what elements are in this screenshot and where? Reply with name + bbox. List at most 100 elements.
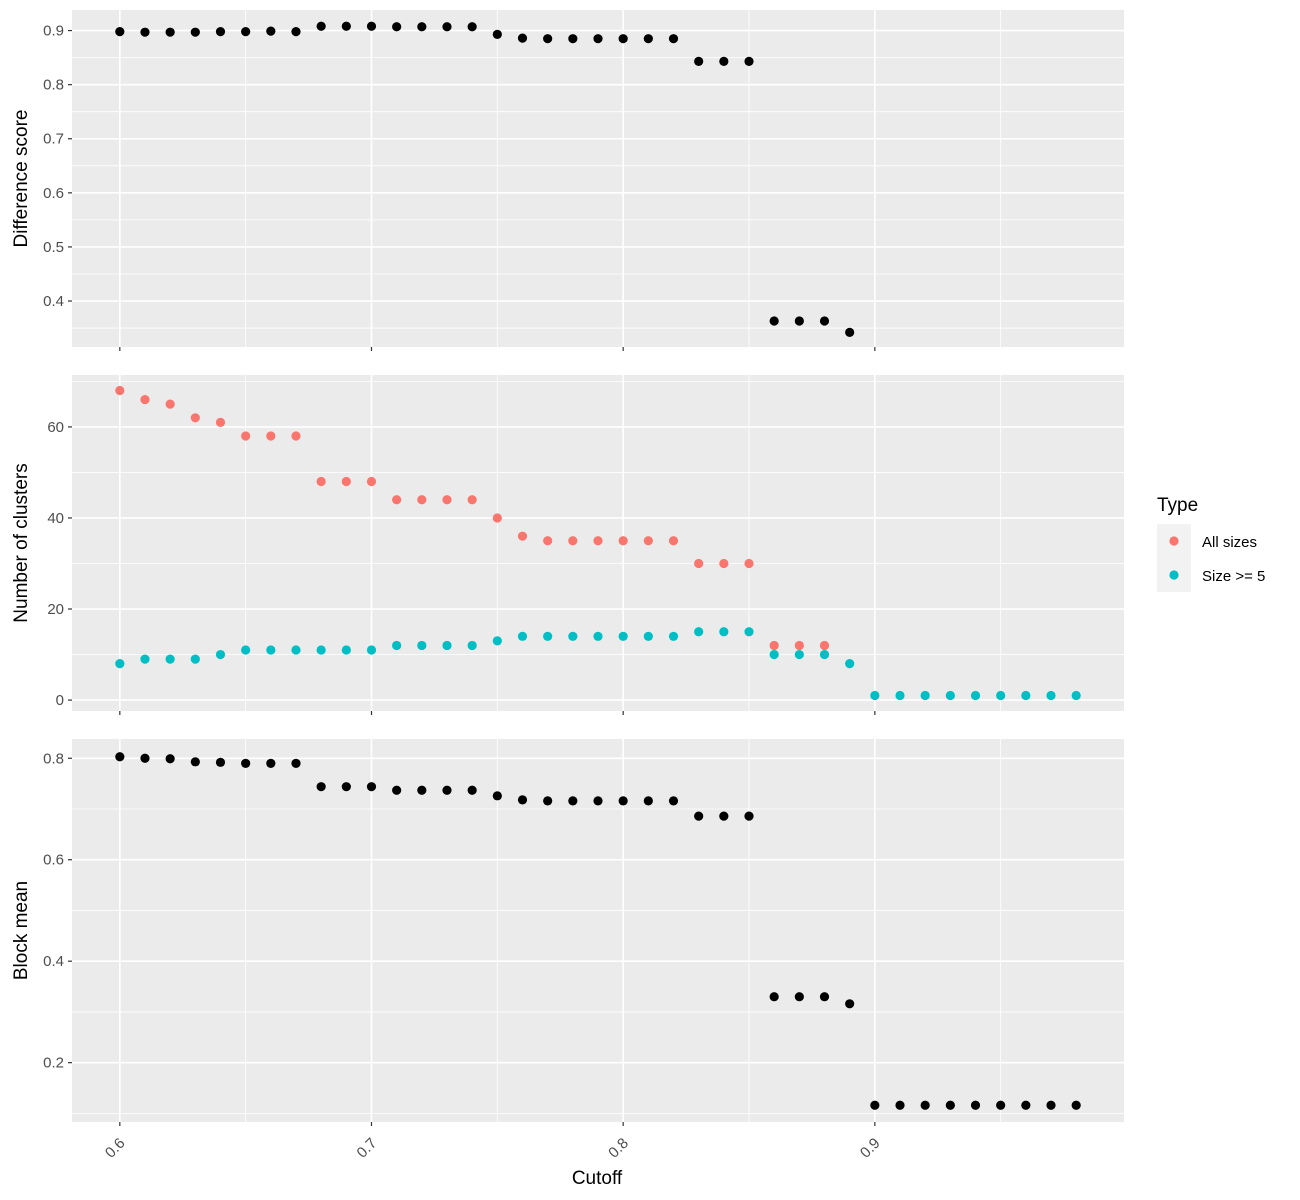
data-point bbox=[845, 659, 855, 669]
panels-layer: 0.4 0.5 0.6 0.7 0.8 0.9 Difference score 0 20 40 6… bbox=[11, 10, 1124, 1126]
data-point bbox=[492, 29, 502, 39]
data-point bbox=[467, 22, 477, 32]
data-point bbox=[140, 654, 150, 664]
data-point bbox=[1071, 690, 1081, 701]
data-point bbox=[593, 631, 603, 641]
data-point bbox=[517, 795, 528, 805]
data-point bbox=[291, 431, 301, 441]
x-tick-label: 0.8 bbox=[605, 1135, 632, 1162]
data-point bbox=[794, 992, 804, 1002]
data-point bbox=[794, 316, 804, 326]
data-point bbox=[945, 1100, 955, 1110]
data-point bbox=[970, 690, 981, 701]
data-point bbox=[115, 385, 125, 396]
data-point bbox=[366, 782, 377, 792]
legend-key-point bbox=[1169, 536, 1179, 546]
data-point bbox=[996, 690, 1006, 701]
data-point bbox=[618, 536, 628, 546]
y-tick-label: 0.6 bbox=[43, 185, 64, 202]
data-point bbox=[241, 27, 251, 37]
data-point bbox=[1046, 1100, 1056, 1110]
panel-2: 0 20 40 60 Number of clusters bbox=[11, 375, 1124, 715]
data-point bbox=[694, 811, 704, 821]
data-point bbox=[316, 21, 326, 31]
y-tick-label: 0.2 bbox=[43, 1055, 64, 1072]
data-point bbox=[769, 992, 779, 1002]
data-point bbox=[920, 690, 930, 701]
y-tick-label: 0.9 bbox=[43, 23, 64, 40]
data-point bbox=[1021, 1100, 1031, 1110]
data-point bbox=[291, 27, 301, 37]
series-2 bbox=[115, 627, 1081, 701]
data-point bbox=[467, 640, 477, 651]
data-point bbox=[517, 33, 528, 43]
data-point bbox=[341, 782, 351, 792]
data-point bbox=[291, 645, 301, 655]
data-point bbox=[593, 536, 603, 546]
data-point bbox=[719, 558, 729, 569]
legend: Type All sizes Size >= 5 bbox=[1157, 495, 1265, 592]
y-tick-label: 0.4 bbox=[43, 293, 64, 310]
data-point bbox=[668, 631, 679, 641]
data-point bbox=[744, 627, 754, 637]
data-point bbox=[568, 536, 578, 546]
data-point bbox=[241, 758, 251, 768]
data-point bbox=[694, 56, 704, 66]
data-point bbox=[165, 399, 175, 409]
data-point bbox=[769, 316, 779, 326]
data-point bbox=[543, 536, 553, 546]
series-1 bbox=[115, 385, 830, 651]
data-point bbox=[215, 27, 226, 37]
data-point bbox=[643, 796, 653, 806]
y-tick-label: 0.8 bbox=[43, 77, 64, 94]
legend-label: Size >= 5 bbox=[1202, 568, 1265, 585]
data-point bbox=[593, 34, 603, 44]
data-point bbox=[568, 34, 578, 44]
y-tick-label: 60 bbox=[47, 419, 64, 436]
data-point bbox=[190, 757, 200, 767]
data-point bbox=[819, 649, 830, 660]
data-point bbox=[442, 22, 452, 32]
x-tick-label: 0.9 bbox=[857, 1135, 884, 1162]
data-point bbox=[165, 754, 175, 764]
data-point bbox=[190, 654, 200, 664]
data-point bbox=[140, 27, 150, 37]
y-tick-label: 20 bbox=[47, 601, 64, 618]
data-point bbox=[517, 531, 528, 541]
data-point bbox=[140, 753, 150, 763]
data-point bbox=[1071, 1100, 1081, 1110]
data-point bbox=[392, 640, 402, 651]
data-point bbox=[694, 558, 704, 569]
data-point bbox=[794, 649, 804, 660]
data-point bbox=[543, 631, 553, 641]
data-point bbox=[215, 417, 226, 427]
panel-1: 0.4 0.5 0.6 0.7 0.8 0.9 Difference score bbox=[11, 10, 1124, 351]
x-tick-label: 0.7 bbox=[354, 1135, 381, 1162]
data-point bbox=[266, 758, 276, 768]
data-point bbox=[341, 645, 351, 655]
data-point bbox=[215, 757, 226, 767]
data-point bbox=[719, 56, 729, 66]
data-point bbox=[643, 631, 653, 641]
data-point bbox=[115, 27, 125, 37]
data-point bbox=[719, 627, 729, 637]
legend-key-point bbox=[1169, 570, 1179, 580]
data-point bbox=[618, 631, 628, 641]
data-point bbox=[920, 1100, 930, 1110]
data-point bbox=[970, 1100, 981, 1110]
panel-background bbox=[72, 10, 1124, 347]
data-point bbox=[266, 645, 276, 655]
legend-label: All sizes bbox=[1202, 534, 1257, 551]
data-point bbox=[417, 785, 427, 795]
x-axis-title: Cutoff bbox=[572, 1168, 623, 1189]
y-axis-title: Number of clusters bbox=[11, 463, 32, 622]
data-point bbox=[870, 1100, 880, 1110]
data-point bbox=[241, 645, 251, 655]
data-point bbox=[668, 34, 679, 44]
data-point bbox=[392, 495, 402, 505]
data-point bbox=[366, 21, 377, 31]
data-point bbox=[668, 796, 679, 806]
data-point bbox=[165, 27, 175, 37]
data-point bbox=[593, 796, 603, 806]
